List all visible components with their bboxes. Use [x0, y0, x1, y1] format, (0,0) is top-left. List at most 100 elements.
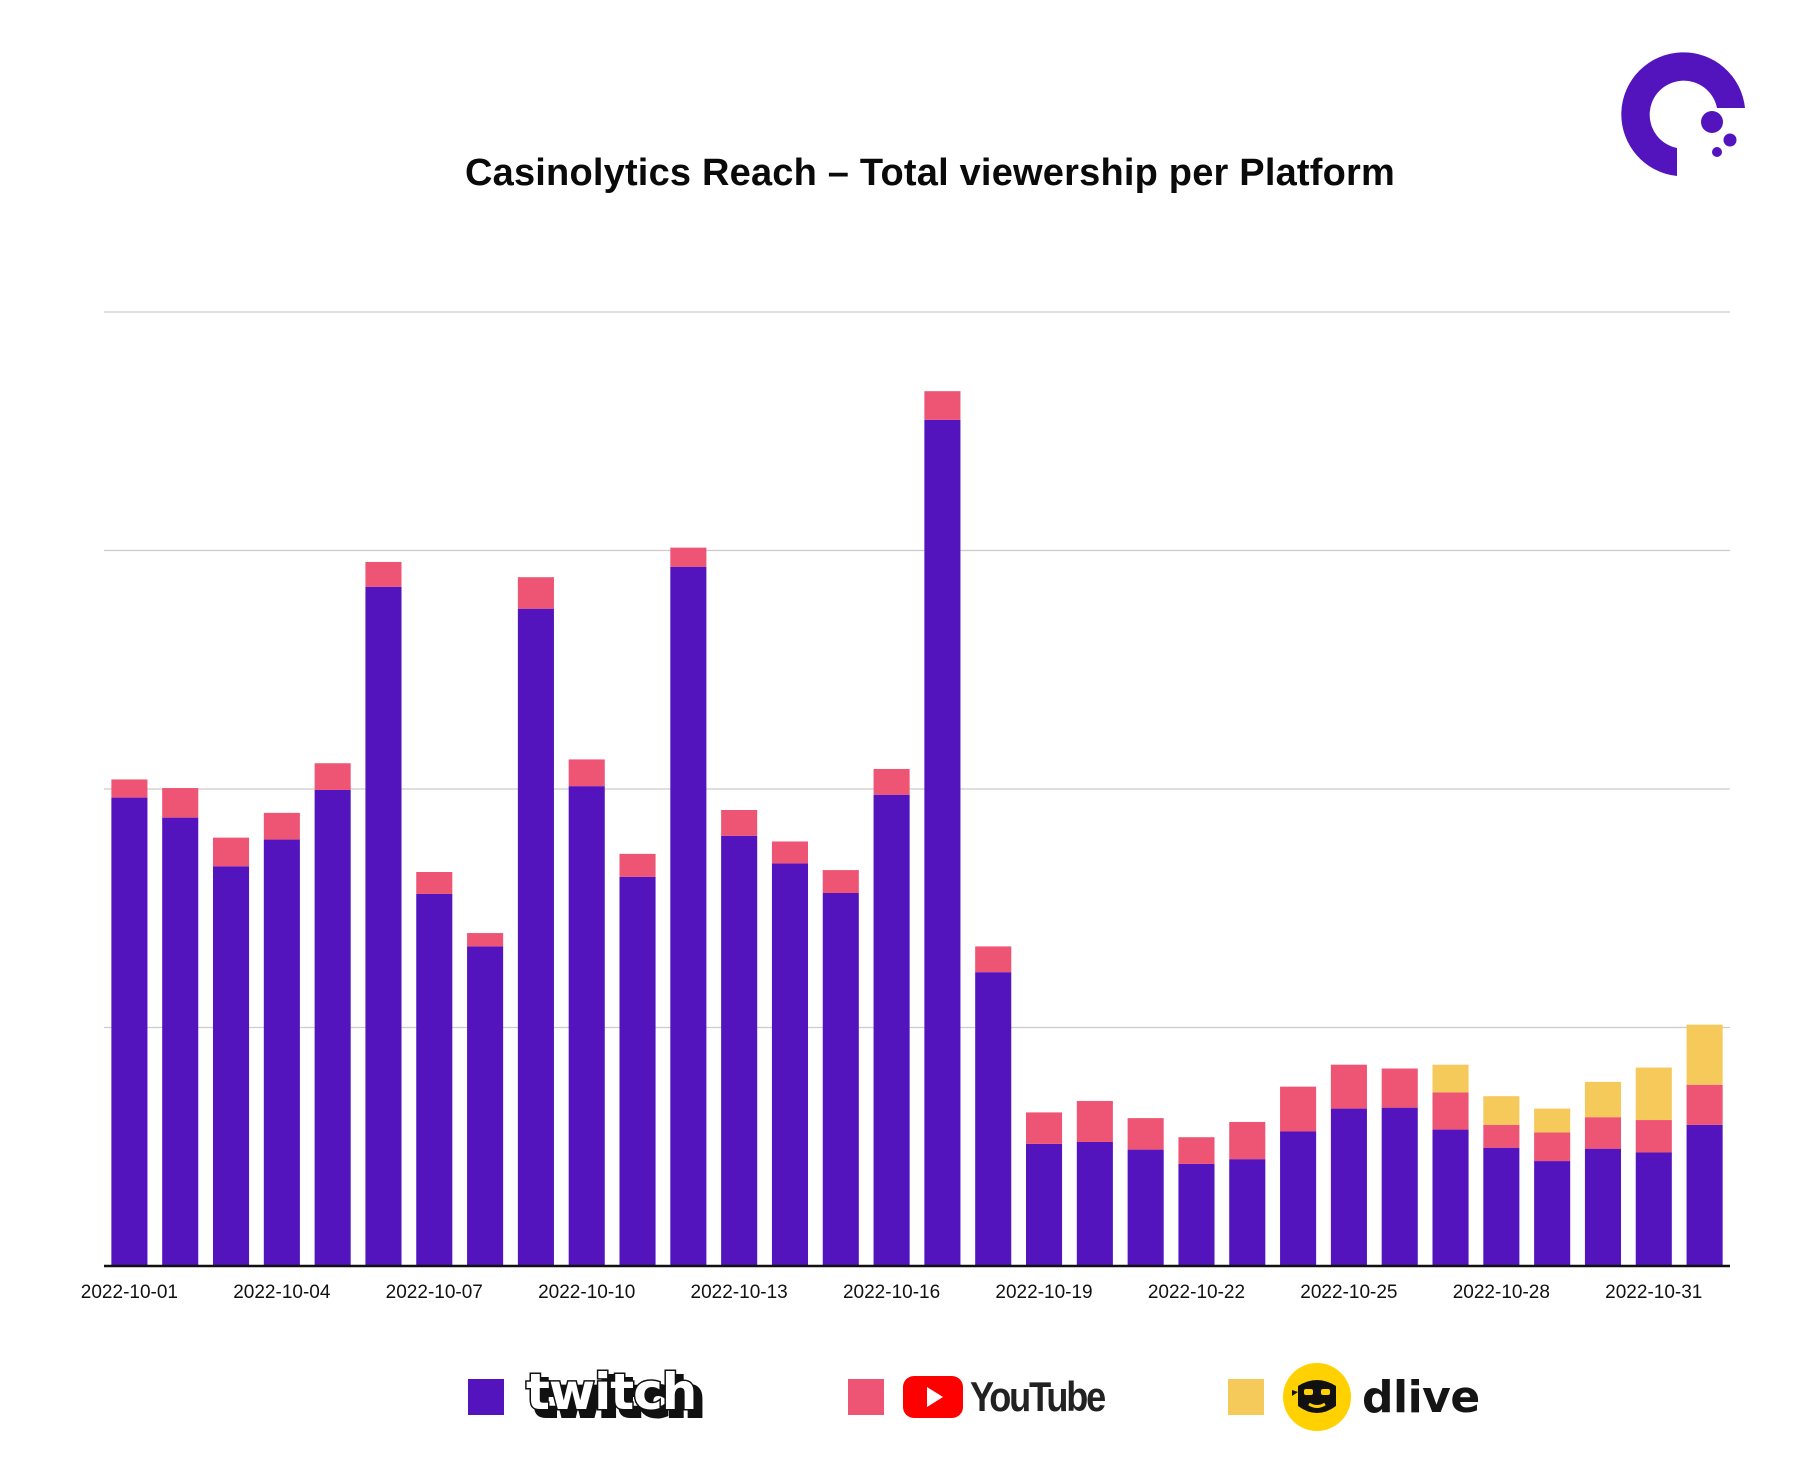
bar-dlive-2022-10-28 [1483, 1096, 1520, 1125]
x-tick-label: 2022-10-28 [1453, 1282, 1550, 1303]
bar-youtube-2022-10-31 [1635, 1120, 1672, 1153]
bar-youtube-2022-10-17 [924, 391, 961, 420]
bar-youtube-2022-10-19 [1025, 1112, 1063, 1144]
bar-twitch-2022-10-13 [721, 835, 758, 1266]
bar-dlive-2022-10-27 [1432, 1064, 1469, 1093]
twitch-logo-shadow: twitch [532, 1369, 702, 1427]
bar-youtube-2022-10-27 [1432, 1092, 1469, 1130]
bar-twitch-2022-10-20 [1076, 1141, 1113, 1266]
bar-twitch-2022-10-12 [670, 566, 707, 1266]
youtube-logo: YouTube [902, 1373, 1126, 1421]
bar-youtube-2022-11-01 [1686, 1084, 1723, 1125]
x-tick-label: 2022-10-13 [691, 1282, 788, 1303]
bar-youtube-2022-10-13 [721, 809, 758, 836]
bar-youtube-2022-10-26 [1381, 1068, 1418, 1108]
bar-youtube-2022-10-23 [1229, 1121, 1266, 1160]
logo-ring [1621, 52, 1745, 176]
chart-title: Casinolytics Reach – Total viewership pe… [464, 152, 1396, 194]
bar-twitch-2022-10-30 [1584, 1148, 1622, 1266]
bar-twitch-2022-11-01 [1686, 1124, 1723, 1266]
bar-twitch-2022-10-14 [771, 863, 809, 1266]
bar-dlive-2022-10-29 [1534, 1108, 1571, 1133]
x-tick-label: 2022-10-10 [538, 1282, 635, 1303]
x-tick-label: 2022-10-25 [1300, 1282, 1397, 1303]
bar-twitch-2022-10-21 [1127, 1149, 1164, 1266]
bar-youtube-2022-10-05 [314, 763, 351, 790]
bar-twitch-2022-10-31 [1635, 1152, 1672, 1266]
bar-youtube-2022-10-06 [365, 561, 402, 587]
bar-twitch-2022-10-07 [416, 893, 453, 1266]
bar-twitch-2022-10-24 [1280, 1131, 1317, 1266]
logo-dot-small [1712, 147, 1722, 157]
bar-twitch-2022-10-26 [1381, 1107, 1418, 1266]
bar-twitch-2022-10-01 [111, 797, 148, 1266]
legend-item-twitch: twitch twitch [468, 1362, 742, 1432]
bar-youtube-2022-10-16 [873, 768, 910, 795]
youtube-play-icon [903, 1376, 963, 1418]
bar-youtube-2022-10-01 [111, 779, 148, 798]
x-tick-label: 2022-10-19 [995, 1282, 1092, 1303]
bar-youtube-2022-10-25 [1330, 1064, 1367, 1109]
bar-youtube-2022-10-08 [467, 933, 504, 947]
x-tick-label: 2022-10-22 [1148, 1282, 1245, 1303]
bar-youtube-2022-10-20 [1076, 1100, 1113, 1142]
bar-youtube-2022-10-24 [1280, 1086, 1317, 1132]
bar-twitch-2022-10-06 [365, 586, 402, 1266]
bar-youtube-2022-10-02 [162, 788, 199, 818]
bar-youtube-2022-10-07 [416, 872, 453, 894]
bar-youtube-2022-10-04 [263, 812, 300, 840]
bar-youtube-2022-10-22 [1178, 1137, 1215, 1164]
bar-twitch-2022-10-11 [619, 876, 656, 1266]
bar-youtube-2022-10-14 [771, 841, 809, 864]
bar-dlive-2022-10-31 [1635, 1067, 1672, 1121]
stacked-bar-chart: 2022-10-01 2022-10-04 2022-10-07 2022-10-10… [81, 311, 1730, 1303]
bar-youtube-2022-10-03 [212, 837, 250, 867]
bar-youtube-2022-10-15 [822, 870, 859, 893]
legend-item-dlive: dlive [1228, 1362, 1480, 1432]
bar-youtube-2022-10-29 [1534, 1132, 1571, 1162]
bar-twitch-2022-10-16 [873, 794, 910, 1266]
bar-youtube-2022-10-11 [619, 853, 656, 877]
bar-youtube-2022-10-28 [1483, 1124, 1520, 1148]
dlive-logo: dlive [1282, 1362, 1480, 1432]
legend-swatch-twitch [468, 1379, 504, 1415]
bar-youtube-2022-10-18 [975, 946, 1012, 973]
x-tick-label: 2022-10-01 [81, 1282, 178, 1303]
bar-twitch-2022-10-22 [1178, 1163, 1215, 1266]
bar-dlive-2022-10-30 [1584, 1081, 1622, 1118]
bar-twitch-2022-10-18 [975, 972, 1012, 1266]
bar-twitch-2022-10-09 [517, 608, 554, 1266]
x-tick-label: 2022-10-16 [843, 1282, 940, 1303]
bars [111, 391, 1723, 1266]
bar-twitch-2022-10-08 [467, 946, 504, 1266]
bar-twitch-2022-10-05 [314, 789, 351, 1266]
logo-dot-large [1701, 111, 1723, 133]
bar-twitch-2022-10-23 [1229, 1159, 1266, 1266]
bar-twitch-2022-10-15 [822, 892, 859, 1266]
twitch-logo-text: twitch [526, 1367, 696, 1421]
bar-twitch-2022-10-17 [924, 419, 961, 1266]
legend-item-youtube: YouTube [848, 1362, 1126, 1432]
x-tick-label: 2022-10-04 [233, 1282, 331, 1303]
bar-twitch-2022-10-04 [263, 839, 300, 1266]
bar-twitch-2022-10-10 [568, 786, 605, 1266]
bar-youtube-2022-10-12 [670, 547, 707, 567]
legend: twitch twitch YouTube dlive [0, 1362, 1798, 1432]
bar-youtube-2022-10-09 [517, 577, 554, 609]
dlive-wordmark: dlive [1362, 1371, 1480, 1423]
bar-twitch-2022-10-02 [162, 817, 199, 1266]
bar-youtube-2022-10-21 [1127, 1118, 1164, 1150]
youtube-wordmark: YouTube [970, 1373, 1106, 1420]
bar-youtube-2022-10-30 [1584, 1117, 1622, 1149]
x-tick-label: 2022-10-31 [1605, 1282, 1702, 1303]
dlive-mascot-icon [1283, 1363, 1351, 1431]
legend-swatch-dlive [1228, 1379, 1264, 1415]
x-tick-labels: 2022-10-01 2022-10-04 2022-10-07 2022-10-10… [81, 1282, 1703, 1303]
bar-twitch-2022-10-19 [1025, 1143, 1063, 1266]
bar-twitch-2022-10-29 [1534, 1161, 1571, 1266]
casinolytics-logo [1621, 52, 1745, 176]
bar-youtube-2022-10-10 [568, 759, 605, 787]
logo-dot-medium [1723, 133, 1737, 147]
twitch-logo: twitch twitch [522, 1367, 742, 1427]
bar-twitch-2022-10-28 [1483, 1147, 1520, 1266]
